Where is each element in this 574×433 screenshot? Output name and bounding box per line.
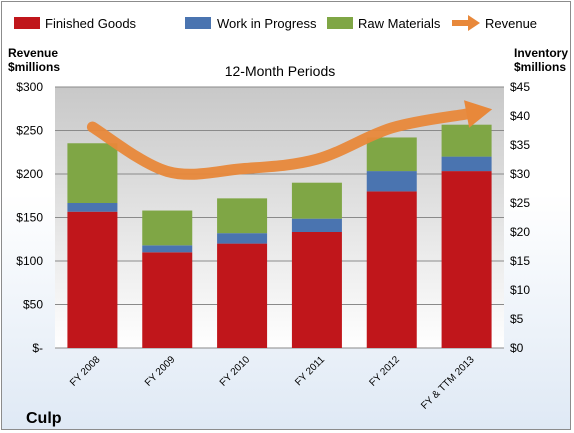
bar-work-in-progress: [366, 171, 417, 192]
bar-work-in-progress: [291, 218, 342, 232]
bar-raw-materials: [291, 182, 342, 219]
legend-swatch-raw-materials: [327, 17, 353, 29]
left-tick-label: $200: [16, 167, 43, 181]
legend-swatch-finished-goods: [14, 17, 40, 29]
right-tick-label: $45: [510, 80, 530, 94]
bar-raw-materials: [67, 143, 118, 203]
bar-raw-materials: [366, 137, 417, 172]
x-tick-label: FY 2009: [143, 354, 178, 389]
right-tick-label: $15: [510, 254, 530, 268]
legend-swatch-work-in-progress: [185, 17, 211, 29]
bar-finished-goods: [217, 243, 268, 348]
bar-work-in-progress: [142, 245, 193, 253]
left-tick-label: $300: [16, 80, 43, 94]
legend-arrowhead-revenue: [468, 15, 480, 31]
bars: [67, 124, 492, 348]
right-tick-label: $20: [510, 225, 530, 239]
left-axis-ticks: $- $50 $100 $150 $200 $250 $300: [16, 80, 43, 355]
bar-raw-materials: [142, 210, 193, 246]
right-axis-label-line1: Inventory: [514, 46, 568, 60]
bar-work-in-progress: [441, 156, 492, 172]
right-tick-label: $40: [510, 109, 530, 123]
left-axis-label-line1: Revenue: [8, 46, 58, 60]
legend-label-work-in-progress: Work in Progress: [217, 16, 317, 31]
company-name: Culp: [26, 410, 62, 427]
right-tick-label: $10: [510, 283, 530, 297]
bar-finished-goods: [366, 191, 417, 348]
x-tick-label: FY & TTM 2013: [419, 354, 477, 412]
revenue-line-group: [86, 100, 493, 180]
bar-work-in-progress: [67, 203, 118, 212]
left-axis-label-line2: $millions: [8, 60, 60, 74]
legend-label-raw-materials: Raw Materials: [358, 16, 441, 31]
x-tick-label: FY 2012: [367, 354, 402, 389]
bar-finished-goods: [291, 232, 342, 348]
left-tick-label: $250: [16, 124, 43, 138]
left-tick-label: $-: [32, 341, 43, 355]
x-tick-label: FY 2010: [218, 354, 253, 389]
bar-finished-goods: [142, 252, 193, 348]
revenue-line: [86, 108, 473, 180]
revenue-arrowhead: [464, 100, 493, 128]
x-axis-ticks: FY 2008 FY 2009 FY 2010 FY 2011 FY 2012 FY & …: [68, 354, 477, 412]
left-tick-label: $50: [23, 298, 43, 312]
x-tick-label: FY 2008: [68, 354, 103, 389]
bar-finished-goods: [67, 211, 118, 348]
legend: Finished Goods Work in Progress Raw Mate…: [14, 15, 537, 31]
right-tick-label: $5: [510, 312, 524, 326]
chart-title: 12-Month Periods: [225, 63, 336, 79]
bar-raw-materials: [441, 124, 492, 157]
bar-finished-goods: [441, 171, 492, 348]
left-tick-label: $100: [16, 254, 43, 268]
right-tick-label: $30: [510, 167, 530, 181]
legend-label-revenue: Revenue: [485, 16, 537, 31]
legend-label-finished-goods: Finished Goods: [45, 16, 137, 31]
right-axis-ticks: $0 $5 $10 $15 $20 $25 $30 $35 $40 $45: [510, 80, 530, 355]
left-tick-label: $150: [16, 211, 43, 225]
bar-raw-materials: [217, 198, 268, 234]
right-tick-label: $0: [510, 341, 524, 355]
right-axis-label-line2: $millions: [514, 60, 566, 74]
gridlines: [55, 86, 504, 349]
right-tick-label: $35: [510, 138, 530, 152]
right-tick-label: $25: [510, 196, 530, 210]
x-tick-label: FY 2011: [293, 354, 327, 388]
bar-work-in-progress: [217, 233, 268, 244]
